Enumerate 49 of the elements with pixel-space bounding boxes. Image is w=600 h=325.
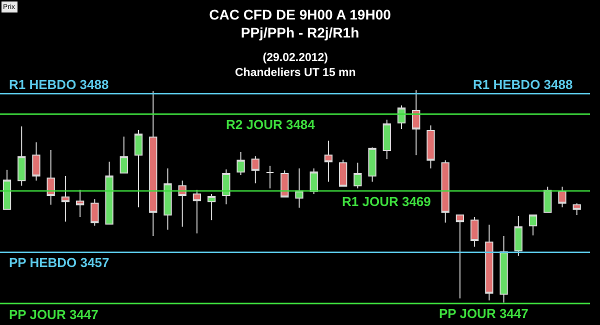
candlestick — [90, 198, 99, 226]
text: (29.02.2012) Chandeliers UT 15 mn — [235, 52, 356, 79]
candlestick — [310, 168, 318, 194]
candlestick — [426, 124, 435, 169]
candlestick — [76, 189, 84, 218]
candlestick — [544, 186, 552, 213]
candlestick — [46, 149, 55, 206]
candlestick — [412, 90, 420, 156]
candlestick — [207, 193, 216, 221]
candlestick — [514, 215, 522, 256]
candlestick — [149, 90, 158, 236]
candlestick — [222, 168, 230, 205]
candlestick — [18, 126, 26, 186]
candlestick — [164, 168, 172, 230]
ref-line-label: PP HEBDO 3457 — [9, 255, 110, 270]
candlestick — [266, 165, 274, 189]
candlestick — [338, 159, 348, 187]
candlestick — [251, 156, 260, 184]
candlestick — [280, 170, 289, 198]
ref-line-label: R1 JOUR 3469 — [342, 194, 431, 209]
candlestick — [192, 189, 202, 234]
candlestick — [354, 162, 362, 189]
candlestick — [61, 176, 70, 222]
ref-line-label: R1 HEBDO 3488 — [9, 77, 109, 92]
candlestick — [236, 152, 245, 176]
candlestick — [500, 235, 508, 303]
candlestick — [105, 161, 114, 225]
candlestick — [134, 130, 143, 208]
candlestick — [558, 186, 566, 208]
candlestick — [528, 214, 538, 236]
candlestick — [368, 146, 376, 182]
candlestick — [572, 202, 581, 216]
candlestick — [456, 214, 464, 299]
candlestick — [2, 169, 12, 210]
candlestick — [295, 168, 304, 208]
candlestick — [485, 224, 494, 301]
candlestick — [32, 142, 40, 182]
ref-line-label: R2 JOUR 3484 — [226, 117, 316, 132]
candlestick — [120, 136, 128, 174]
candlestick — [382, 119, 391, 160]
ref-line-label: PP JOUR 3447 — [9, 307, 98, 322]
candlestick — [470, 216, 479, 248]
text: CAC CFD DE 9H00 A 19H00 PPj/PPh - R2j/R1h — [209, 6, 392, 41]
candlestick — [441, 160, 450, 224]
annotation: PP JOUR 3447 — [439, 306, 528, 321]
candlestick — [397, 104, 406, 130]
annotation: R1 HEBDO 3488 — [473, 77, 573, 92]
candlestick — [324, 140, 333, 182]
candlestick — [178, 180, 186, 228]
